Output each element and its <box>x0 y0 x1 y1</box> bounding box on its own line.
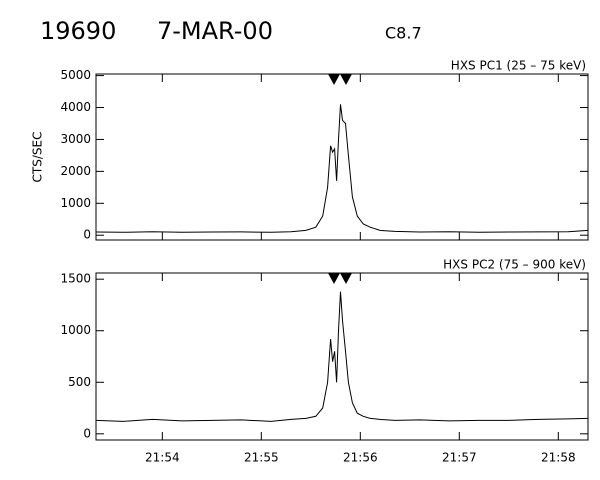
y-tick-label: 1000 <box>60 196 91 210</box>
flare-marker <box>328 273 340 284</box>
y-tick-label: 5000 <box>60 68 91 82</box>
y-tick-label: 2000 <box>60 164 91 178</box>
y-tick-label: 1000 <box>60 323 91 337</box>
date: 7-MAR-00 <box>157 17 273 45</box>
data-line <box>95 104 589 233</box>
y-tick-label: 500 <box>68 375 91 389</box>
x-tick-label: 21:56 <box>343 451 378 465</box>
flare-marker <box>328 74 340 85</box>
x-tick-label: 21:55 <box>244 451 279 465</box>
x-tick-label: 21:54 <box>145 451 180 465</box>
flare-marker <box>340 74 352 85</box>
event-id: 19690 <box>40 17 116 45</box>
y-tick-label: 0 <box>83 426 91 440</box>
y-tick-label: 3000 <box>60 132 91 146</box>
panel-title: HXS PC2 (75 – 900 keV) <box>443 258 586 272</box>
flare-marker <box>340 273 352 284</box>
plot-frame <box>95 73 589 241</box>
y-tick-label: 4000 <box>60 100 91 114</box>
y-axis-label: CTS/SEC <box>31 132 45 183</box>
panel-title: HXS PC1 (25 – 75 keV) <box>451 59 586 73</box>
flare-class: C8.7 <box>385 24 422 43</box>
y-tick-label: 1500 <box>60 272 91 286</box>
x-tick-label: 21:57 <box>442 451 477 465</box>
data-line <box>95 291 589 422</box>
y-tick-label: 0 <box>83 228 91 242</box>
x-tick-label: 21:58 <box>541 451 576 465</box>
plot-frame <box>95 272 589 441</box>
